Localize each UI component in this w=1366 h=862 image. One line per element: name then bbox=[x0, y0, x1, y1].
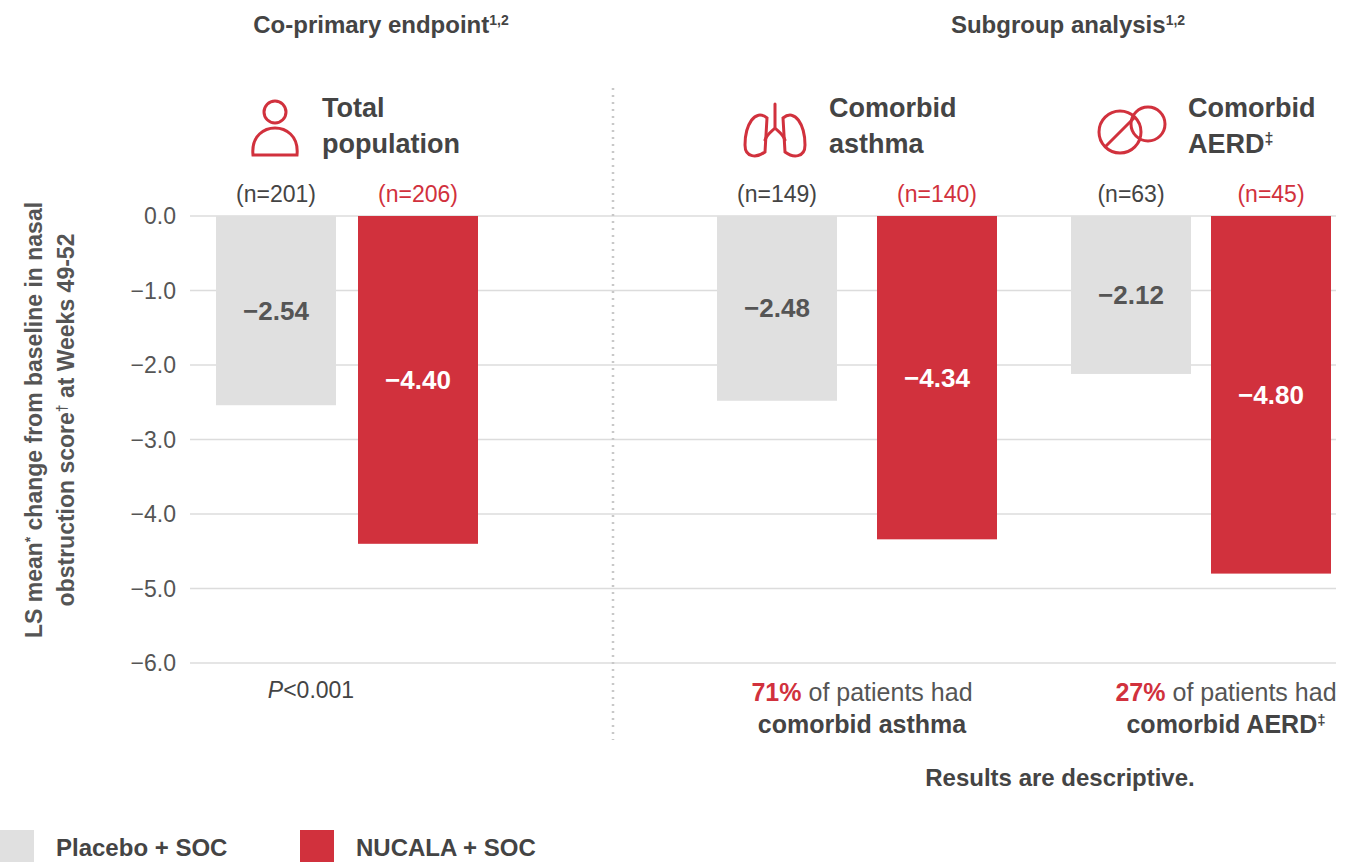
note-highlight: 71% bbox=[751, 678, 801, 706]
section-title-note: 1,2 bbox=[1166, 12, 1186, 28]
y-tick-label: −2.0 bbox=[131, 352, 176, 378]
note-highlight: 27% bbox=[1115, 678, 1165, 706]
category-label-line: AERD‡ bbox=[1188, 129, 1274, 159]
category-label-line: Total bbox=[322, 93, 385, 123]
category-label-line: asthma bbox=[829, 129, 925, 159]
bar bbox=[1211, 216, 1331, 574]
n-label: (n=201) bbox=[236, 181, 316, 207]
n-label: (n=149) bbox=[737, 181, 817, 207]
legend-label: NUCALA + SOC bbox=[356, 834, 536, 861]
section-title-note: 1,2 bbox=[489, 12, 509, 28]
legend: Placebo + SOC NUCALA + SOC bbox=[0, 830, 536, 862]
legend-swatch bbox=[0, 830, 34, 862]
category-label-line: Comorbid bbox=[1188, 93, 1316, 123]
section-title-text: Co-primary endpoint bbox=[253, 11, 489, 38]
separator bbox=[612, 88, 615, 740]
note-line: 27% of patients had bbox=[1115, 678, 1336, 706]
bar bbox=[877, 216, 997, 539]
note-text: of patients had bbox=[1173, 678, 1337, 706]
bars bbox=[216, 216, 1331, 574]
y-tick-label: 0.0 bbox=[144, 203, 176, 229]
icon-pill-2 bbox=[1131, 107, 1165, 141]
category-label: Comorbid AERD‡ bbox=[1188, 93, 1316, 159]
grid-line bbox=[190, 588, 1336, 590]
icon-person-head bbox=[264, 101, 286, 123]
category-label: Total population bbox=[322, 93, 460, 159]
n-label: (n=140) bbox=[897, 181, 977, 207]
data-label: −4.34 bbox=[904, 363, 970, 393]
n-label: (n=45) bbox=[1237, 181, 1304, 207]
grid-line bbox=[190, 662, 1336, 664]
note-line: 71% of patients had bbox=[751, 678, 972, 706]
icon-lungs-right bbox=[783, 115, 805, 156]
y-tick-label: −6.0 bbox=[131, 650, 176, 676]
note-emphasis: comorbid asthma bbox=[758, 710, 967, 738]
note-text: of patients had bbox=[809, 678, 973, 706]
p-value-italic: P bbox=[268, 677, 284, 703]
labels: −2.54 (n=201) −2.48 (n=149) −2.12 (n=63) −4.40… bbox=[236, 181, 1305, 410]
y-axis-title: LS mean* change from baseline in nasalob… bbox=[21, 202, 79, 638]
bar bbox=[216, 216, 336, 405]
bar bbox=[358, 216, 478, 544]
legend-label: Placebo + SOC bbox=[56, 834, 227, 861]
y-axis-title-line: obstruction score† at Weeks 49-52 bbox=[53, 234, 79, 607]
y-axis-title-line: LS mean* change from baseline in nasal bbox=[21, 202, 47, 638]
category-label: Comorbid asthma bbox=[829, 93, 957, 159]
icon-person-body bbox=[253, 128, 297, 155]
data-label: −4.80 bbox=[1238, 380, 1304, 410]
p-value: P<0.001 bbox=[268, 677, 354, 703]
category-label-line: population bbox=[322, 129, 460, 159]
bar bbox=[1071, 216, 1191, 374]
y-tick-label: −1.0 bbox=[131, 278, 176, 304]
data-label: −2.48 bbox=[744, 293, 810, 323]
footnote: Results are descriptive. bbox=[925, 764, 1194, 791]
y-tick-label: −5.0 bbox=[131, 576, 176, 602]
icon-lungs-left bbox=[745, 115, 767, 156]
legend-swatch bbox=[300, 830, 334, 862]
section-title-text: Subgroup analysis bbox=[951, 11, 1166, 38]
data-label: −2.54 bbox=[243, 296, 309, 326]
data-label: −4.40 bbox=[385, 365, 451, 395]
category-label-line: Comorbid bbox=[829, 93, 957, 123]
section-title: Co-primary endpoint1,2 bbox=[253, 11, 509, 38]
n-label: (n=206) bbox=[378, 181, 458, 207]
n-label: (n=63) bbox=[1097, 181, 1164, 207]
note-emphasis: comorbid AERD‡ bbox=[1126, 710, 1325, 738]
p-value-rest: <0.001 bbox=[283, 677, 354, 703]
bar bbox=[717, 216, 837, 401]
chart: 0.0 −1.0 −2.0 −3.0 −4.0 −5.0 −6.0 LS mean* chan… bbox=[0, 0, 1366, 862]
y-tick-label: −3.0 bbox=[131, 427, 176, 453]
data-label: −2.12 bbox=[1098, 280, 1164, 310]
y-tick-label: −4.0 bbox=[131, 501, 176, 527]
section-title: Subgroup analysis1,2 bbox=[951, 11, 1185, 38]
